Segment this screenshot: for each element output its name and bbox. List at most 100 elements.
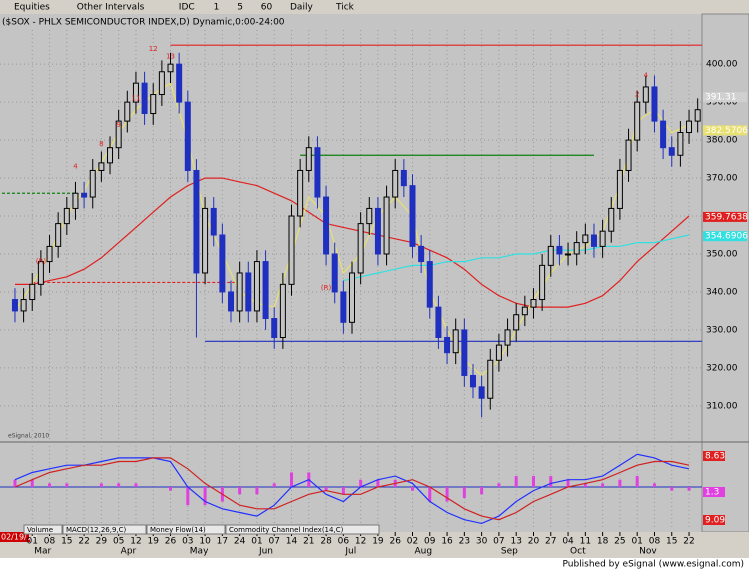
x-tick-label: 16	[441, 537, 453, 547]
y-tick-label: 340.00	[706, 287, 738, 297]
x-tick-label: 20	[528, 537, 540, 547]
x-tick-label: 14	[286, 537, 298, 547]
candle-body	[651, 86, 658, 122]
toolbar-item[interactable]: Other Intervals	[77, 3, 145, 13]
candle-body	[469, 374, 476, 388]
candle-body	[409, 185, 416, 247]
month-label: Apr	[121, 547, 137, 557]
x-tick-label: 27	[545, 537, 556, 547]
signal-marker: 11	[131, 94, 140, 102]
candle-body	[55, 223, 62, 247]
x-tick-label: 22	[78, 537, 89, 547]
candle-body	[37, 261, 44, 285]
price-label: 382.5706	[705, 126, 748, 136]
candle-body	[418, 245, 425, 263]
indicator-tab-label[interactable]: MACD(12,26,9,C)	[66, 526, 127, 534]
candle-body	[478, 386, 485, 399]
x-tick-label: 21	[303, 537, 314, 547]
chart-area	[0, 14, 749, 532]
signal-marker: 9	[116, 121, 120, 129]
candle-body	[132, 82, 139, 103]
y-tick-label: 390.00	[706, 98, 738, 108]
macd-hist-bar	[583, 483, 587, 487]
x-tick-label: 01	[631, 537, 642, 547]
chart-title: ($SOX - PHLX SEMICONDUCTOR INDEX,D) Dyna…	[2, 18, 285, 28]
candle-body	[20, 299, 27, 312]
indicator-tab[interactable]	[62, 524, 147, 535]
candle-body	[392, 169, 399, 198]
candle-body	[556, 245, 563, 255]
candle-body	[461, 329, 468, 376]
macd-hist-bar	[376, 479, 380, 487]
indicator-tab-label[interactable]: Commodity Channel Index(14,C)	[229, 526, 344, 534]
macd-hist-bar	[652, 483, 656, 487]
y-tick-label: 330.00	[706, 325, 738, 335]
toolbar-item[interactable]: Daily	[290, 3, 313, 13]
toolbar	[0, 0, 749, 14]
candle-body	[642, 86, 649, 103]
macd-hist-bar	[428, 487, 432, 502]
x-tick-label: 23	[459, 537, 470, 547]
toolbar-item[interactable]: 60	[261, 3, 273, 13]
month-label: Jul	[344, 547, 356, 557]
price-label-box	[703, 211, 747, 222]
x-tick-label: 07	[493, 537, 504, 547]
indicator-tab[interactable]	[146, 524, 226, 535]
indicator-tab-label[interactable]: Volume	[27, 526, 53, 534]
candle-body	[245, 272, 252, 312]
month-label: Aug	[414, 547, 432, 557]
macd-label: 9.09	[705, 516, 725, 526]
candle-body	[81, 192, 88, 198]
toolbar-item[interactable]: IDC	[179, 3, 195, 13]
indicator-tab-label[interactable]: Money Flow(14)	[150, 526, 206, 534]
toolbar-item[interactable]: 5	[237, 3, 243, 13]
candle-body	[590, 234, 597, 247]
candle-body	[660, 120, 667, 149]
candle-body	[349, 272, 355, 323]
toolbar-item[interactable]: Equities	[14, 3, 50, 13]
macd-hist-bar	[601, 483, 605, 487]
macd-hist-bar	[290, 472, 294, 487]
x-tick-label: 10	[199, 537, 211, 547]
x-tick-label: 17	[217, 537, 228, 547]
candle-body	[150, 94, 157, 115]
candle-body	[89, 169, 96, 198]
x-tick-label: 30	[476, 537, 488, 547]
macd-hist-bar	[462, 487, 466, 498]
macd-hist-bar	[670, 487, 674, 491]
toolbar-item[interactable]: Tick	[335, 3, 355, 13]
candle-body	[314, 147, 321, 198]
indicator-tab[interactable]	[225, 524, 380, 535]
candle-body	[297, 169, 304, 217]
candle-body	[686, 120, 693, 134]
candle-body	[46, 245, 53, 263]
macd-hist-bar	[48, 483, 52, 487]
x-tick-label: 18	[597, 537, 609, 547]
candle-body	[167, 63, 174, 73]
candle-body	[141, 82, 148, 115]
macd-label: 8.63	[705, 452, 725, 462]
macd-label: 1.3	[705, 488, 719, 498]
x-tick-label: 25	[614, 537, 625, 547]
x-tick-label: 15	[61, 537, 72, 547]
macd-hist-bar	[238, 487, 242, 495]
signal-marker: 13	[166, 53, 175, 61]
macd-hist-bar	[324, 487, 328, 491]
x-tick-label: 03	[182, 537, 193, 547]
indicator-tab[interactable]	[23, 524, 63, 535]
signal-marker: 12	[149, 45, 158, 53]
macd-hist-bar	[341, 487, 345, 495]
x-tick-label: 22	[683, 537, 694, 547]
candle-body	[253, 261, 260, 312]
macd-label-box	[703, 515, 725, 525]
x-tick-label: 19	[148, 537, 160, 547]
macd-hist-bar	[497, 483, 501, 487]
candle-body	[236, 272, 243, 312]
x-tick-label: 07	[268, 537, 279, 547]
macd-hist-bar	[618, 479, 622, 487]
candle-body	[219, 234, 226, 293]
toolbar-item[interactable]: 1	[214, 3, 220, 13]
x-tick-label: 01	[251, 537, 262, 547]
candle-body	[193, 169, 200, 274]
candle-body	[262, 261, 269, 320]
